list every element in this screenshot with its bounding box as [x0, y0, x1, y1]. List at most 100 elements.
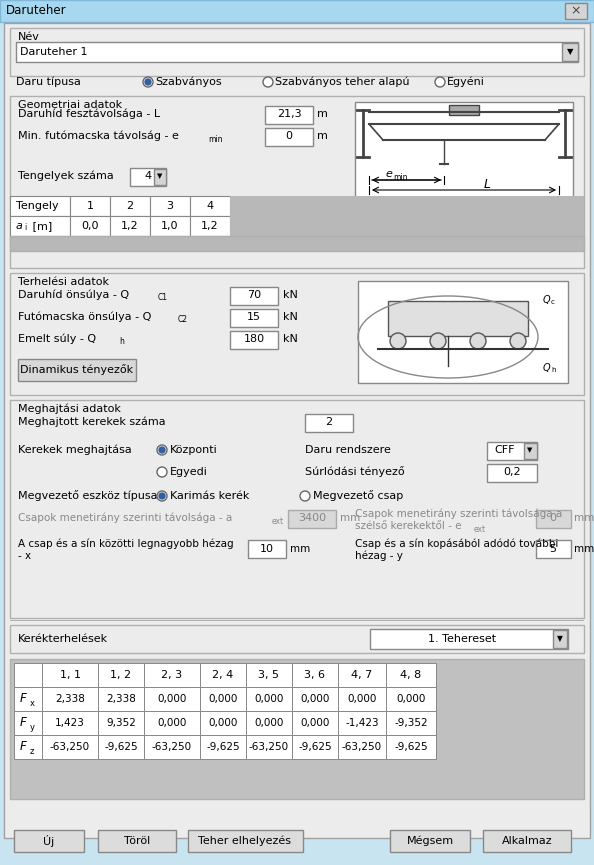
Bar [355, 102, 573, 202]
Text: -9,352: -9,352 [394, 718, 428, 728]
Circle shape [300, 491, 310, 501]
Text: Kerekek meghajtása: Kerekek meghajtása [18, 445, 132, 455]
Bar [144, 687, 200, 711]
Text: 0,000: 0,000 [157, 694, 187, 704]
Text: 1: 1 [87, 201, 93, 211]
Text: Központi: Központi [170, 445, 218, 455]
Bar [10, 273, 584, 395]
Text: 3, 6: 3, 6 [305, 670, 326, 680]
Text: Egyéni: Egyéni [447, 77, 485, 87]
Bar [70, 196, 110, 216]
Text: 3, 5: 3, 5 [258, 670, 280, 680]
Bar [144, 735, 200, 759]
Circle shape [510, 333, 526, 349]
Bar [10, 625, 584, 653]
Text: mm: mm [290, 544, 310, 554]
Bar [386, 711, 436, 735]
Text: 70: 70 [247, 290, 261, 300]
Text: Daruhíd önsúlya - Q: Daruhíd önsúlya - Q [18, 290, 129, 300]
Bar [487, 464, 537, 482]
Bar [98, 663, 144, 687]
Bar [358, 281, 568, 383]
Text: z: z [30, 746, 34, 755]
Bar [338, 687, 386, 711]
Text: Teher elhelyezés: Teher elhelyezés [198, 836, 292, 846]
Text: m: m [317, 131, 328, 141]
Text: min: min [208, 136, 223, 144]
Text: - x: - x [18, 551, 31, 561]
Bar [246, 711, 292, 735]
Bar [230, 287, 278, 305]
Text: ×: × [571, 4, 582, 17]
Text: Alkalmaz: Alkalmaz [502, 836, 552, 846]
Text: kN: kN [283, 312, 298, 322]
Bar [230, 196, 584, 236]
Bar [42, 735, 98, 759]
Bar [188, 830, 303, 852]
Text: 1, 2: 1, 2 [110, 670, 131, 680]
Text: ▼: ▼ [527, 447, 533, 453]
Text: F: F [19, 693, 26, 706]
Text: Súrlódási tényező: Súrlódási tényező [305, 466, 405, 477]
Text: Q: Q [543, 295, 551, 305]
Bar [10, 236, 584, 251]
Bar [370, 629, 568, 649]
Circle shape [263, 77, 273, 87]
Bar [487, 442, 537, 460]
Text: -9,625: -9,625 [394, 742, 428, 752]
Bar [338, 711, 386, 735]
Bar [18, 359, 136, 381]
Text: -63,250: -63,250 [342, 742, 382, 752]
Bar [154, 169, 166, 185]
Circle shape [157, 467, 167, 477]
Bar [130, 168, 166, 186]
Bar [10, 216, 70, 236]
Bar [42, 687, 98, 711]
Text: ▼: ▼ [567, 48, 573, 56]
Circle shape [157, 445, 167, 455]
Bar [553, 630, 567, 648]
Text: Daruteher: Daruteher [6, 4, 67, 17]
Text: Csap és a sín kopásából adódó további: Csap és a sín kopásából adódó további [355, 539, 558, 549]
Text: Új: Új [43, 835, 55, 847]
Bar [150, 216, 190, 236]
Text: 0: 0 [549, 513, 557, 523]
Bar [565, 3, 587, 19]
Text: min: min [393, 174, 407, 183]
Text: A csap és a sín közötti legnagyobb hézag: A csap és a sín közötti legnagyobb hézag [18, 539, 233, 549]
Text: mm: mm [574, 544, 594, 554]
Text: CFF: CFF [495, 445, 515, 455]
Text: kN: kN [283, 334, 298, 344]
Bar [200, 687, 246, 711]
Text: h: h [551, 367, 555, 373]
Bar [98, 687, 144, 711]
Text: -9,625: -9,625 [104, 742, 138, 752]
Bar [200, 711, 246, 735]
Text: m: m [317, 109, 328, 119]
Text: Név: Név [18, 32, 40, 42]
Bar [14, 687, 42, 711]
Text: 0,000: 0,000 [396, 694, 426, 704]
Text: szélső kerekektől - e: szélső kerekektől - e [355, 521, 462, 531]
Text: Emelt súly - Q: Emelt súly - Q [18, 334, 96, 344]
Bar [16, 42, 578, 62]
Text: 4, 7: 4, 7 [352, 670, 372, 680]
Text: Egyedi: Egyedi [170, 467, 208, 477]
Bar [14, 711, 42, 735]
Text: Szabványos teher alapú: Szabványos teher alapú [275, 77, 409, 87]
Text: -63,250: -63,250 [249, 742, 289, 752]
Bar [150, 196, 190, 216]
Bar [200, 663, 246, 687]
Bar [42, 663, 98, 687]
Text: 2,338: 2,338 [55, 694, 85, 704]
Bar [70, 216, 110, 236]
Text: Futómacska önsúlya - Q: Futómacska önsúlya - Q [18, 311, 151, 323]
Text: mm: mm [574, 513, 594, 523]
Bar [10, 196, 70, 216]
Text: 3400: 3400 [298, 513, 326, 523]
Circle shape [157, 491, 167, 501]
Bar [98, 830, 176, 852]
Bar [449, 105, 479, 115]
Text: a: a [16, 221, 23, 231]
Bar [386, 735, 436, 759]
